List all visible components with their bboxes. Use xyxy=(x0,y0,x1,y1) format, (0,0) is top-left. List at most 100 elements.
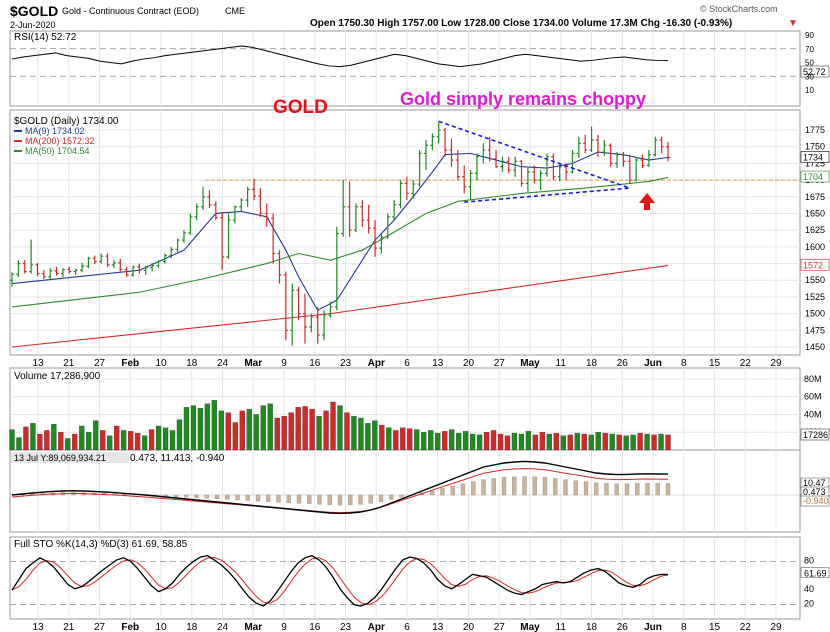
x-tick-label: 15 xyxy=(709,622,721,632)
ma-line xyxy=(11,264,669,348)
macd-hist-bar xyxy=(624,483,630,496)
x-tick-label: 11 xyxy=(556,358,567,369)
macd-hist-bar xyxy=(194,494,199,498)
volume-bar xyxy=(567,434,573,451)
macd-hist-bar xyxy=(276,494,281,503)
volume-bar xyxy=(539,432,546,451)
macd-value-label: -0.940 xyxy=(803,496,829,506)
macd-line xyxy=(11,460,669,515)
volume-bar xyxy=(93,420,99,451)
macd-value-label: 0.473 xyxy=(803,487,826,497)
price-candle xyxy=(347,181,352,237)
price-candle xyxy=(239,198,244,212)
price-candle xyxy=(411,180,416,199)
price-candle xyxy=(621,152,626,167)
price-tick-label: 1550 xyxy=(805,275,825,285)
price-candle xyxy=(188,213,193,235)
price-candle xyxy=(449,138,454,167)
macd-hist-bar xyxy=(563,479,568,496)
x-tick-label: 13 xyxy=(432,622,444,632)
price-candle xyxy=(80,262,85,273)
x-tick-label: Apr xyxy=(368,358,385,369)
volume-bar xyxy=(37,433,43,451)
legend-entry: MA(9) 1734.02 xyxy=(25,126,85,136)
volume-tick-label: 80M xyxy=(804,374,822,384)
macd-hist-bar xyxy=(645,483,650,496)
macd-hist-bar xyxy=(635,483,640,496)
macd-ticks: 10.470.473-0.940 xyxy=(800,477,830,507)
price-candle xyxy=(404,176,409,201)
macd-hist-bar xyxy=(255,494,261,502)
sto-label: Full STO %K(14,3) %D(3) 61.69, 58.85 xyxy=(14,539,188,550)
macd-hist-bar xyxy=(173,494,179,497)
volume-bar xyxy=(267,403,273,451)
volume-bar xyxy=(553,432,559,451)
price-tick-label: 1525 xyxy=(805,292,825,302)
price-candle xyxy=(519,160,524,187)
volume-bar xyxy=(407,428,413,451)
price-candle xyxy=(417,150,422,187)
volume-bar xyxy=(218,410,225,451)
macd-hist-bar xyxy=(317,494,322,505)
macd-hist-bar xyxy=(501,477,507,496)
price-tick-label: 1600 xyxy=(805,242,825,252)
volume-bar xyxy=(309,408,315,451)
volume-bar xyxy=(288,412,294,451)
volume-bar xyxy=(665,434,671,451)
macd-hist-bar xyxy=(358,494,363,505)
volume-bar xyxy=(316,416,322,451)
volume-bar xyxy=(581,433,587,451)
price-candle xyxy=(551,153,556,181)
macd-hist-bar xyxy=(204,494,209,499)
price-value-label: 1734 xyxy=(803,152,823,162)
price-value-box xyxy=(800,259,830,271)
volume-bar xyxy=(637,432,643,451)
watermark: © StockCharts.com xyxy=(700,4,778,14)
x-tick-label: 20 xyxy=(463,358,475,369)
x-tick-label: Feb xyxy=(121,622,139,632)
price-candle xyxy=(169,246,174,259)
ma-line xyxy=(11,176,669,308)
x-tick-label: 27 xyxy=(494,622,506,632)
x-tick-label: 21 xyxy=(63,622,75,632)
price-candle xyxy=(309,313,314,333)
price-candle xyxy=(60,268,65,277)
macd-hist-bar xyxy=(430,490,435,496)
volume-tick-label: 40M xyxy=(804,409,822,419)
x-tick-label: 10 xyxy=(155,358,167,369)
macd-hist-bar xyxy=(235,494,240,501)
x-tick-label: 15 xyxy=(709,358,721,369)
price-candle xyxy=(124,266,129,277)
volume-bar xyxy=(30,423,36,451)
x-tick-label: 13 xyxy=(32,622,44,632)
price-candle xyxy=(500,156,505,173)
macd-value-label: 10.47 xyxy=(803,478,826,488)
macd-hist-bar xyxy=(614,483,619,496)
price-candle xyxy=(666,142,670,162)
volume-bar xyxy=(16,437,22,451)
macd-hist-bar xyxy=(583,481,589,496)
price-value-label: 1704 xyxy=(803,172,823,182)
price-tick-label: 1475 xyxy=(805,325,825,335)
x-tick-label: Apr xyxy=(368,622,385,632)
price-candle xyxy=(41,270,46,279)
macd-hist-bar xyxy=(491,478,496,496)
x-tick-label: 8 xyxy=(681,622,687,632)
price-candle xyxy=(137,263,142,274)
volume-bar xyxy=(155,425,162,451)
price-value-label: 1572 xyxy=(803,260,823,270)
sto-tick-label: 80 xyxy=(804,555,814,565)
macd-hist-bar xyxy=(307,494,312,504)
volume-bar xyxy=(274,417,280,451)
volume-last-box xyxy=(800,428,830,441)
volume-bar xyxy=(169,430,176,451)
header-date: 2-Jun-2020 xyxy=(10,20,56,30)
price-candle xyxy=(595,134,600,157)
macd-hist-bar xyxy=(184,494,189,498)
price-candle xyxy=(646,150,651,167)
price-candle xyxy=(35,262,40,277)
macd-hist-bar xyxy=(266,494,271,502)
macd-hist-bar xyxy=(348,494,353,506)
price-candle xyxy=(264,203,269,227)
price-tick-label: 1675 xyxy=(805,192,825,202)
